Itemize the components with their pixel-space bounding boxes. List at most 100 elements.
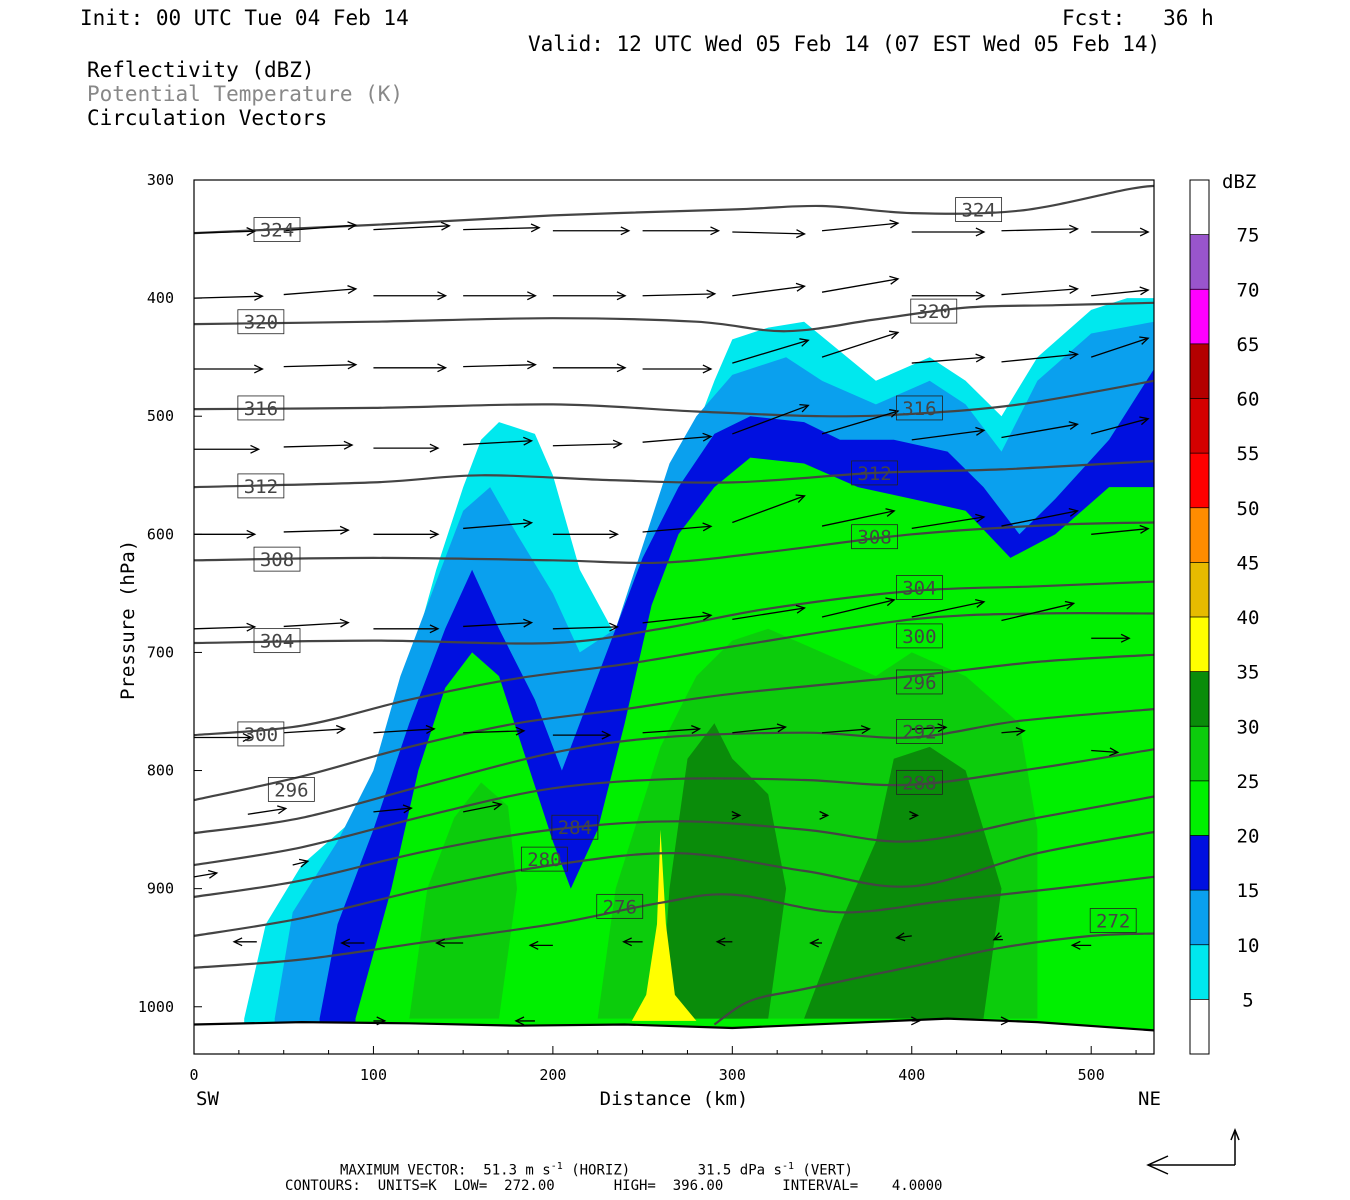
- vector-arrowhead: [702, 432, 713, 442]
- vector-arrowhead: [937, 723, 948, 733]
- legend-swatch: [1190, 343, 1209, 399]
- vector-arrowhead: [795, 604, 806, 614]
- vector-arrowhead: [889, 219, 900, 229]
- circulation-vector: [911, 723, 948, 733]
- circulation-vector: [819, 810, 830, 820]
- contour-label-box: [237, 309, 285, 335]
- circulation-vector: [463, 223, 541, 233]
- vector-arrowhead: [339, 525, 350, 535]
- y-tick-label: 1000: [138, 998, 174, 1016]
- legend-label: 55: [1237, 443, 1260, 465]
- circulation-vector: [283, 360, 358, 370]
- vector-shaft: [283, 224, 356, 232]
- vector-shaft: [821, 278, 899, 293]
- x-tick-label: 300: [719, 1066, 746, 1084]
- reflectivity-region-25dbz: [409, 782, 517, 1019]
- contour-label-box: [1089, 908, 1137, 933]
- contour-label: 316: [902, 398, 936, 420]
- vector-arrowhead: [253, 291, 264, 301]
- circulation-vector: [1091, 747, 1120, 757]
- vector-arrowhead: [1139, 336, 1150, 345]
- vector-arrowhead: [975, 598, 986, 608]
- legend-swatch: [1190, 999, 1209, 1054]
- circulation-vector: [911, 227, 986, 237]
- contour-label: 312: [244, 476, 278, 498]
- circulation-vector: [194, 529, 257, 539]
- vector-shaft: [1091, 418, 1149, 435]
- contour-label: 312: [857, 463, 891, 485]
- reflectivity-region-35dbz: [631, 829, 697, 1021]
- vector-shaft: [732, 285, 805, 297]
- circulation-vector: [292, 858, 310, 868]
- vector-arrowhead: [622, 937, 632, 947]
- vector-shaft: [1091, 749, 1118, 754]
- init-time: Init: 00 UTC Tue 04 Feb 14: [80, 6, 409, 30]
- vector-shaft: [911, 601, 985, 618]
- circulation-vector: [373, 221, 451, 231]
- vector-shaft: [821, 728, 870, 734]
- circulation-vector: [911, 353, 986, 364]
- contour-label: 272: [1096, 911, 1130, 933]
- vector-arrowhead: [715, 937, 726, 947]
- vector-arrowhead: [526, 360, 537, 370]
- vector-arrowhead: [298, 858, 310, 868]
- theta-contours: [193, 184, 1155, 1026]
- circulation-vector: [1091, 416, 1150, 435]
- circulation-vector: [992, 932, 1003, 941]
- circulation-vector: [642, 724, 702, 734]
- vector-shaft: [732, 726, 786, 734]
- circulation-vector: [463, 518, 534, 530]
- vector-arrowhead: [347, 360, 358, 370]
- field-vectors: Circulation Vectors: [87, 106, 328, 130]
- y-tick-label: 800: [147, 762, 174, 780]
- circulation-vector: [194, 364, 264, 374]
- max-vector-v-value: 31.5 dPa s: [697, 1162, 782, 1179]
- vector-arrowhead: [895, 932, 906, 942]
- legend-label: 45: [1237, 552, 1260, 574]
- vector-arrowhead: [911, 1016, 921, 1026]
- theta-contour-288: [193, 748, 1155, 867]
- legend-swatch: [1190, 398, 1209, 454]
- vector-shaft: [1001, 423, 1078, 439]
- vector-shaft: [373, 728, 435, 734]
- vector-arrowhead: [402, 804, 413, 814]
- circulation-vector: [514, 1016, 535, 1026]
- contour-label: 300: [902, 626, 936, 648]
- circulation-vector: [463, 436, 534, 446]
- vector-shaft: [642, 435, 712, 443]
- vector-arrowhead: [254, 364, 264, 374]
- circulation-vector: [552, 363, 627, 373]
- contour-label: 296: [274, 779, 308, 801]
- vector-arrowhead: [347, 221, 358, 231]
- circulation-vector: [1090, 336, 1150, 358]
- vector-shaft: [911, 516, 985, 530]
- circulation-vector: [821, 409, 900, 435]
- vector-shaft: [642, 525, 712, 533]
- contour-label: 308: [857, 527, 891, 549]
- vector-arrowhead: [702, 611, 713, 621]
- vector-arrowhead: [515, 726, 526, 736]
- circulation-vector: [373, 624, 440, 634]
- vector-arrowhead: [1064, 600, 1076, 610]
- circulation-vector: [552, 622, 619, 632]
- below-ground-mask: [194, 1018, 1154, 1054]
- vector-shaft: [552, 626, 618, 630]
- vector-arrowhead: [340, 938, 351, 948]
- circulation-vector: [552, 529, 619, 539]
- vector-arrowhead: [706, 289, 717, 299]
- vector-shaft: [463, 621, 532, 628]
- legend-label: 10: [1237, 935, 1260, 957]
- contour-label-box: [910, 298, 958, 324]
- y-axis-label: Pressure (hPa): [117, 540, 139, 700]
- circulation-vector: [911, 513, 986, 530]
- circulation-vector: [193, 622, 257, 632]
- circulation-vector: [373, 804, 413, 814]
- vector-arrowhead: [612, 439, 623, 449]
- vector-shaft: [821, 331, 899, 358]
- circulation-vector: [1001, 224, 1079, 234]
- circulation-vector: [642, 611, 713, 624]
- contour-info: CONTOURS: UNITS=K LOW= 272.00 HIGH= 396.…: [285, 1178, 943, 1194]
- theta-contour-324: [193, 184, 1155, 235]
- x-end-right: NE: [1138, 1088, 1161, 1110]
- vector-arrowhead: [799, 403, 810, 413]
